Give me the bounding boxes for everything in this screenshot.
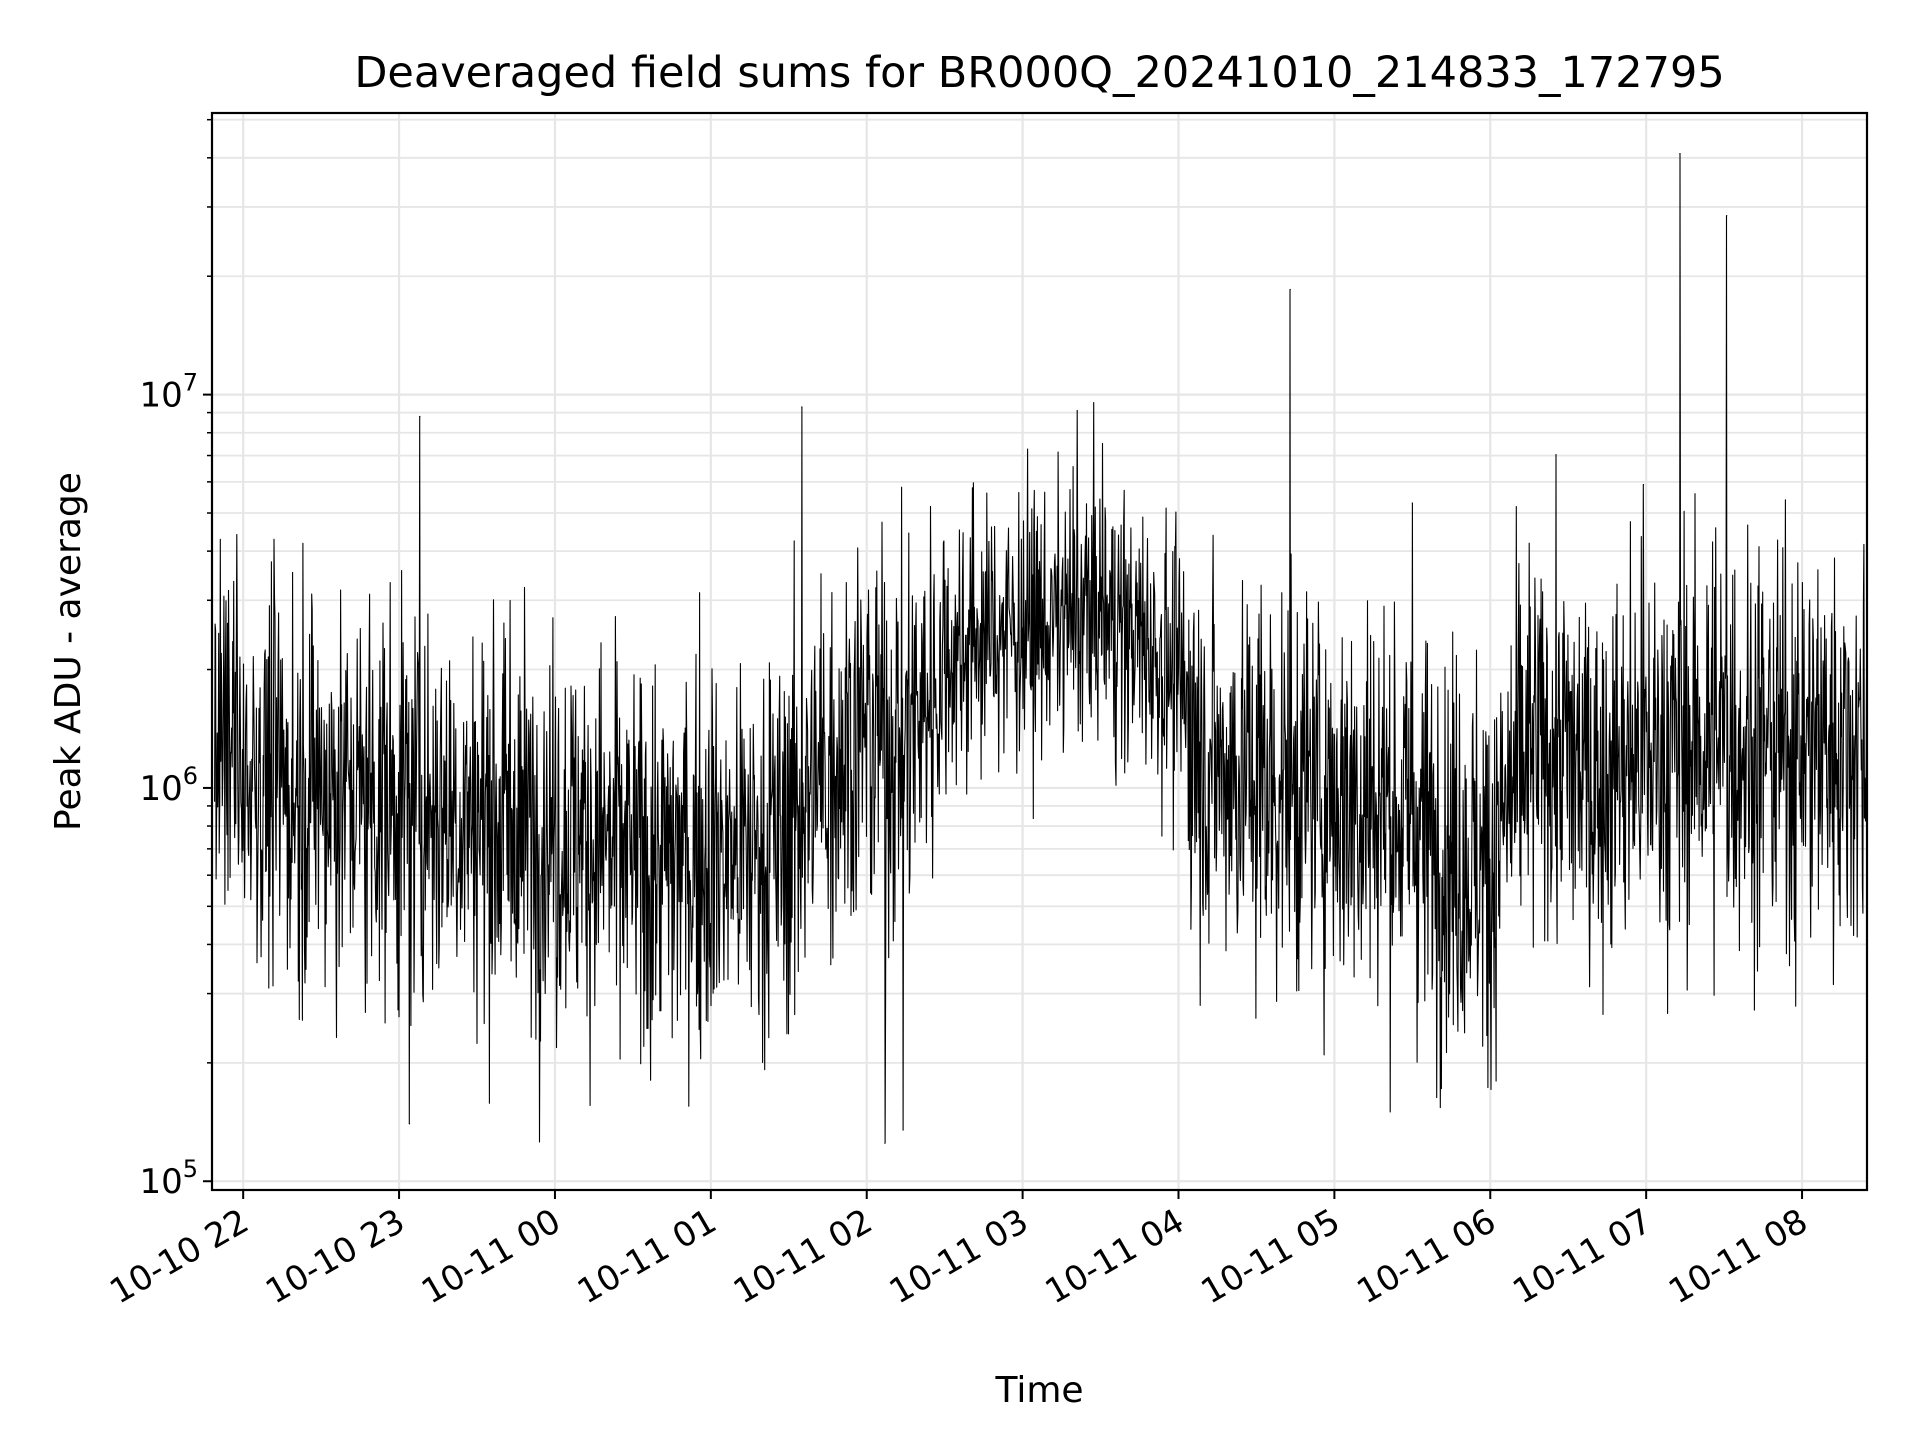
y-tick-label: 106	[139, 762, 198, 809]
plot-frame	[210, 111, 1869, 1192]
spike-point	[1289, 288, 1291, 291]
chart-title: Deaveraged field sums for BR000Q_2024101…	[354, 48, 1724, 98]
spike-point	[408, 1123, 411, 1125]
spike-point	[884, 1142, 886, 1144]
spike-point	[1411, 502, 1413, 504]
series-line	[214, 153, 1868, 1144]
spike-point	[801, 406, 803, 408]
spike-point	[1679, 152, 1681, 155]
spike-point	[1726, 215, 1728, 217]
y-tick-label: 107	[139, 369, 198, 416]
x-axis-label: Time	[994, 1370, 1083, 1411]
y-axis-label: Peak ADU - average	[48, 472, 89, 831]
data-series	[214, 152, 1868, 1144]
spike-point	[1642, 484, 1645, 486]
spike-point	[902, 1129, 904, 1131]
spike-point	[419, 415, 421, 418]
y-tick-label: 105	[139, 1155, 198, 1202]
spike-point	[1076, 410, 1078, 412]
